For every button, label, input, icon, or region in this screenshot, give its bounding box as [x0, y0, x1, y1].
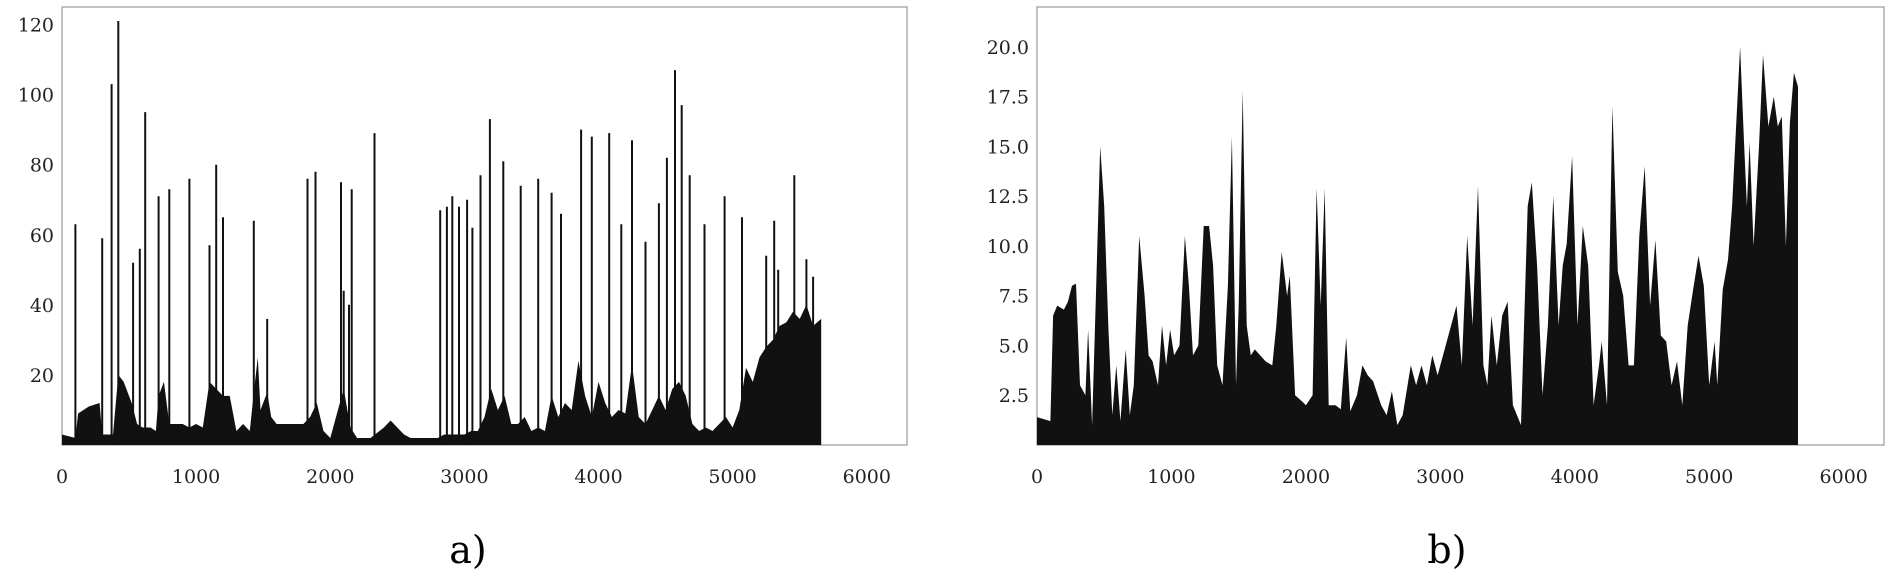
y-tick-label: 17.5	[987, 87, 1029, 109]
chart-panel-b: 0 1000 2000 3000 4000 5000 6000 2.5 5.0 7.5 10.0 1…	[987, 6, 1885, 572]
area-series-b	[1037, 46, 1798, 446]
panel-label-b: b)	[1427, 528, 1466, 572]
x-tick-labels-a: 0 1000 2000 3000 4000 5000 6000	[56, 466, 891, 488]
x-tick-label: 2000	[1282, 466, 1330, 488]
y-tick-label: 5.0	[999, 336, 1029, 358]
area-series-a	[62, 304, 822, 445]
y-tick-label: 100	[18, 85, 54, 107]
y-tick-label: 120	[18, 15, 54, 37]
x-tick-label: 0	[56, 466, 68, 488]
y-tick-label: 60	[30, 225, 54, 247]
y-tick-label: 10.0	[987, 236, 1029, 258]
y-tick-label: 20.0	[987, 37, 1029, 59]
y-tick-label: 80	[30, 155, 54, 177]
y-tick-label: 15.0	[987, 136, 1029, 158]
x-tick-label: 6000	[843, 466, 891, 488]
x-tick-label: 0	[1031, 466, 1043, 488]
x-tick-label: 2000	[306, 466, 354, 488]
y-tick-label: 2.5	[999, 385, 1029, 407]
x-tick-label: 5000	[708, 466, 756, 488]
x-tick-label: 6000	[1820, 466, 1868, 488]
x-tick-label: 3000	[440, 466, 488, 488]
spike-series-a	[74, 21, 815, 445]
x-tick-labels-b: 0 1000 2000 3000 4000 5000 6000	[1031, 466, 1868, 488]
y-tick-label: 12.5	[987, 186, 1029, 208]
x-tick-label: 4000	[574, 466, 622, 488]
x-tick-label: 4000	[1551, 466, 1599, 488]
x-tick-label: 3000	[1416, 466, 1464, 488]
y-tick-labels-a: 20 40 60 80 100 120	[18, 15, 54, 387]
x-tick-label: 5000	[1685, 466, 1733, 488]
x-tick-label: 1000	[172, 466, 220, 488]
y-tick-label: 20	[30, 365, 54, 387]
chart-panel-a: 0 1000 2000 3000 4000 5000 6000 20 40 60 80 100 120…	[18, 6, 908, 572]
x-tick-label: 1000	[1147, 466, 1195, 488]
y-tick-label: 7.5	[999, 286, 1029, 308]
y-tick-label: 40	[30, 295, 54, 317]
y-tick-labels-b: 2.5 5.0 7.5 10.0 12.5 15.0 17.5 20.0	[987, 37, 1029, 407]
panel-label-a: a)	[449, 528, 486, 572]
